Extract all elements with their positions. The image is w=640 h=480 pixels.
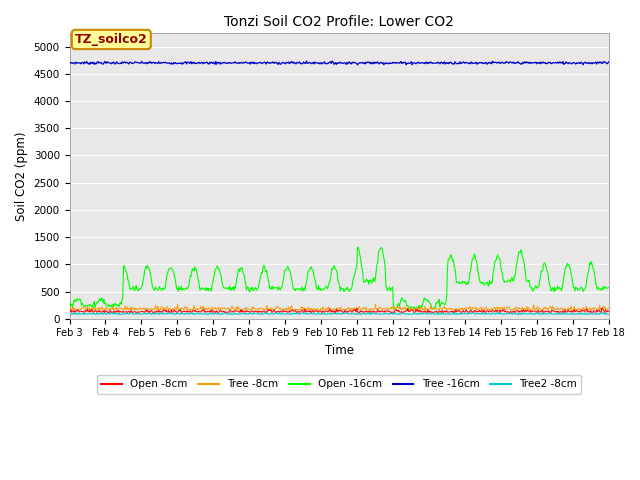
Text: TZ_soilco2: TZ_soilco2 xyxy=(75,33,148,46)
Title: Tonzi Soil CO2 Profile: Lower CO2: Tonzi Soil CO2 Profile: Lower CO2 xyxy=(224,15,454,29)
X-axis label: Time: Time xyxy=(324,344,353,357)
Legend: Open -8cm, Tree -8cm, Open -16cm, Tree -16cm, Tree2 -8cm: Open -8cm, Tree -8cm, Open -16cm, Tree -… xyxy=(97,375,581,394)
Y-axis label: Soil CO2 (ppm): Soil CO2 (ppm) xyxy=(15,131,28,221)
